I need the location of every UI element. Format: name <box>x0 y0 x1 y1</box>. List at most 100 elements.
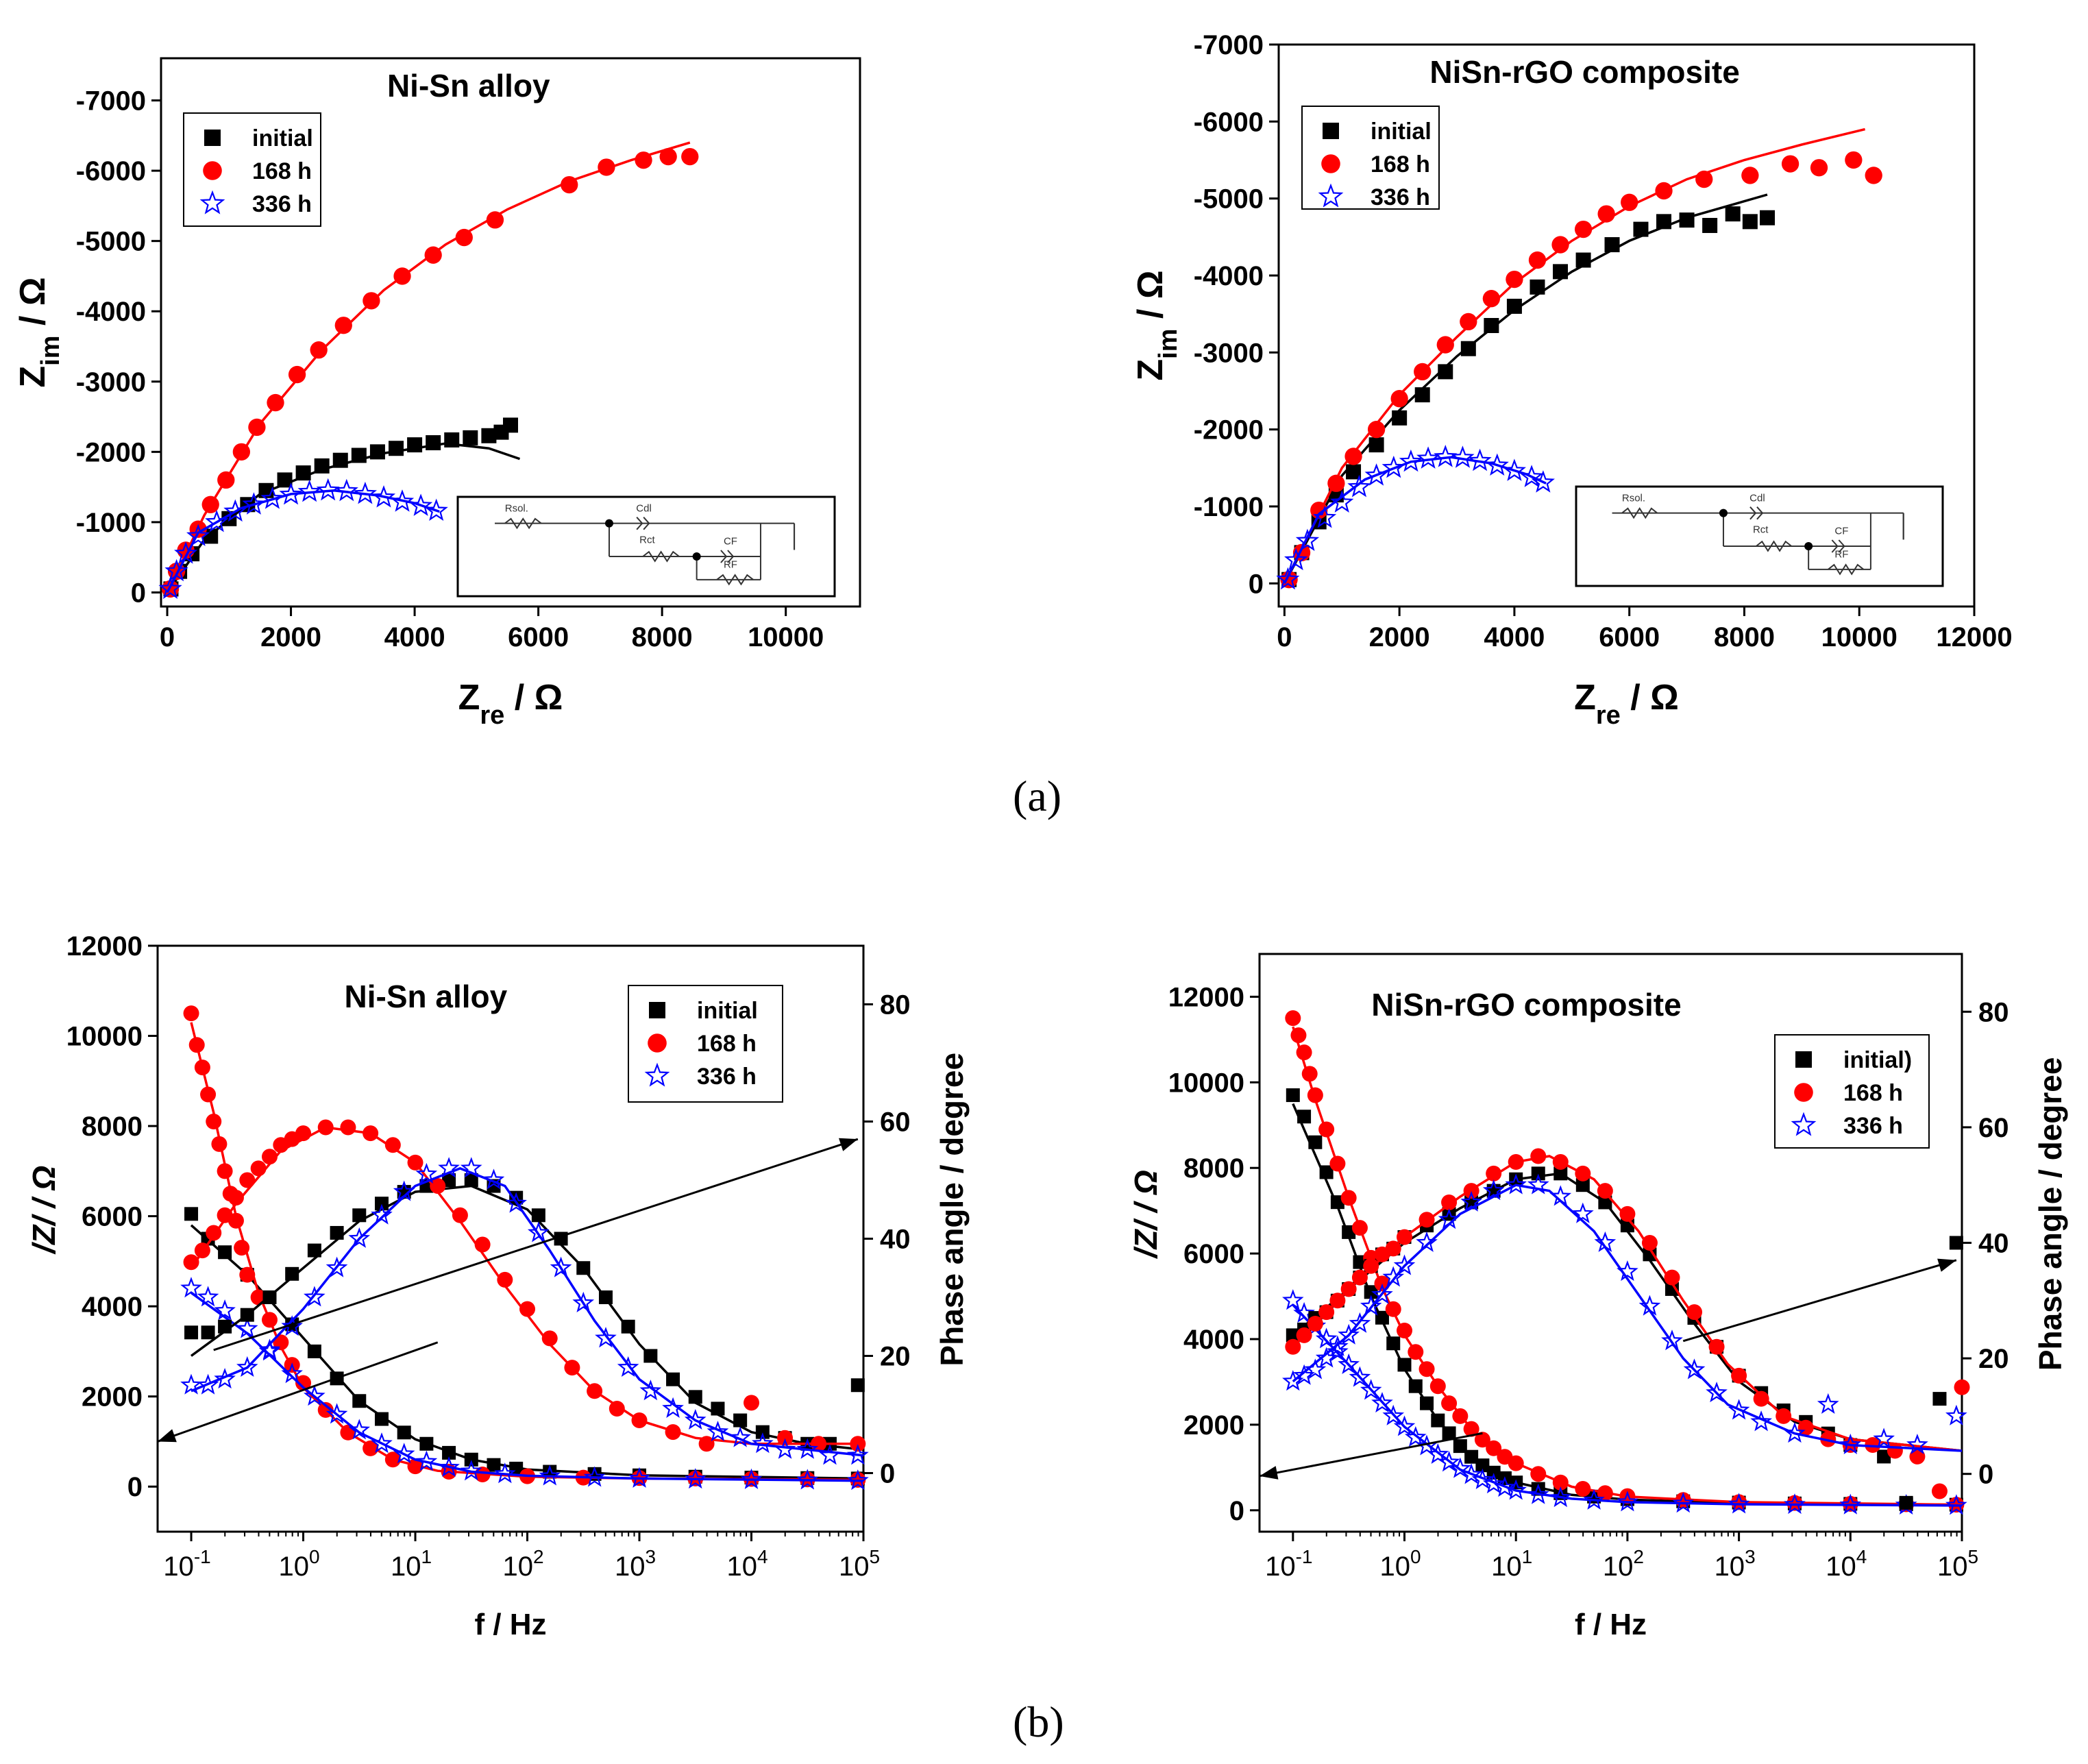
y-left-tick-label-2: 4000 <box>1183 1325 1244 1355</box>
phase-arrow <box>1682 1259 1957 1343</box>
y-tick-label-4: -4000 <box>76 297 146 327</box>
modulus-point <box>1282 1289 1304 1310</box>
capacitor-cdl <box>636 517 650 530</box>
data-point <box>1575 252 1591 268</box>
phase-point <box>218 1319 232 1334</box>
phase-point <box>1307 1316 1323 1332</box>
y-tick-label-4: -4000 <box>1194 261 1264 291</box>
modulus-point <box>363 1440 379 1456</box>
y-right-tick-label-3: 60 <box>880 1107 911 1138</box>
modulus-point <box>415 1450 438 1471</box>
x-tick-label-4: 103 <box>615 1546 656 1582</box>
fit-line <box>1283 456 1547 585</box>
phase-point <box>1285 1338 1301 1355</box>
data-point <box>316 478 340 501</box>
phase-point <box>531 1208 545 1223</box>
modulus-point <box>273 1334 289 1351</box>
x-axis-label: f / Hz <box>1575 1608 1647 1641</box>
legend-label-0: initial <box>252 125 313 151</box>
plot-frame <box>1277 43 1976 608</box>
data-point <box>1553 264 1569 280</box>
modulus-point <box>1308 1135 1323 1149</box>
x-tick-label-6: 12000 <box>1936 622 2012 652</box>
capacitor-cf <box>720 550 735 563</box>
bode-ni-sn-alloy: 10-1 100 101 102 103 104 105 0 2000 4000 6000 8000 1… <box>26 931 970 1641</box>
modulus-point <box>1438 1451 1460 1472</box>
circuit-label: RF <box>724 559 737 570</box>
x-axis-label: Zre / Ω <box>458 678 563 730</box>
phase-point <box>733 1413 748 1428</box>
phase-point <box>1575 1165 1591 1181</box>
modulus-point <box>1404 1425 1427 1447</box>
phase-point <box>236 1356 258 1377</box>
phase-point <box>1945 1404 1967 1425</box>
y-left-tick-label-0: 0 <box>1229 1496 1244 1526</box>
phase-point <box>1750 1410 1772 1432</box>
phase-series-168-h <box>183 1119 866 1452</box>
phase-point <box>1597 1183 1613 1199</box>
modulus-point <box>281 1362 303 1384</box>
modulus-point <box>1393 1415 1416 1436</box>
modulus-point <box>1351 1220 1368 1236</box>
circuit-label: Rsol. <box>505 502 528 514</box>
legend-label-0: initial) <box>1843 1047 1912 1073</box>
data-point <box>1781 155 1800 173</box>
phase-point <box>617 1356 639 1377</box>
phase-point <box>1909 1448 1926 1465</box>
x-tick-label-0: 10-1 <box>1265 1546 1312 1582</box>
data-point <box>1741 167 1759 184</box>
legend-label-2: 336 h <box>697 1064 757 1090</box>
data-point <box>334 317 352 334</box>
modulus-point <box>1575 1481 1591 1497</box>
phase-point <box>643 1349 658 1363</box>
data-point <box>248 418 266 437</box>
phase-point <box>1549 1185 1572 1206</box>
data-point <box>267 393 284 412</box>
y-axis-label: Zim / Ω <box>13 277 65 387</box>
y-left-tick-label-5: 10000 <box>66 1022 143 1052</box>
modulus-point <box>1427 1443 1449 1465</box>
legend-marker-2 <box>199 190 225 215</box>
legend-marker-1 <box>648 1033 667 1053</box>
modulus-point <box>1408 1379 1423 1393</box>
phase-point <box>850 1436 866 1452</box>
data-point <box>1436 336 1454 354</box>
phase-point <box>1641 1235 1658 1251</box>
modulus-point <box>487 1458 501 1472</box>
modulus-point <box>1839 1493 1862 1515</box>
phase-point <box>197 1373 219 1395</box>
phase-point <box>1460 1190 1483 1212</box>
data-point <box>260 487 284 509</box>
phase-series-336-h <box>1282 1173 1967 1455</box>
modulus-point <box>1449 1457 1471 1478</box>
resistor-rsol <box>504 517 542 530</box>
modulus-point <box>352 1394 367 1408</box>
caption-a: (a) <box>1013 772 1062 820</box>
phase-point <box>665 1424 681 1441</box>
phase-point <box>363 1125 379 1142</box>
y-left-tick-label-3: 6000 <box>82 1202 143 1232</box>
modulus-point <box>1597 1485 1613 1502</box>
phase-point <box>587 1383 603 1399</box>
legend-label-2: 336 h <box>252 191 312 217</box>
modulus-point <box>1315 1327 1338 1349</box>
data-point <box>1416 446 1440 469</box>
phase-point <box>352 1208 367 1223</box>
modulus-point <box>234 1240 250 1256</box>
phase-point <box>505 1192 527 1213</box>
phase-point <box>662 1397 684 1418</box>
phase-point <box>374 1197 389 1211</box>
data-point <box>314 458 330 474</box>
y-tick-label-0: 0 <box>1249 569 1264 599</box>
data-point <box>1312 505 1337 528</box>
data-point <box>561 175 578 194</box>
phase-arrow-head <box>1937 1258 1956 1272</box>
phase-point <box>595 1327 617 1348</box>
circuit-label: Cdl <box>1749 492 1765 504</box>
phase-point <box>1463 1183 1479 1199</box>
legend-marker-1 <box>1794 1083 1813 1102</box>
modulus-point <box>1619 1488 1636 1504</box>
modulus-arrow-head <box>158 1429 177 1443</box>
modulus-point <box>303 1385 326 1406</box>
phase-point <box>819 1444 841 1465</box>
